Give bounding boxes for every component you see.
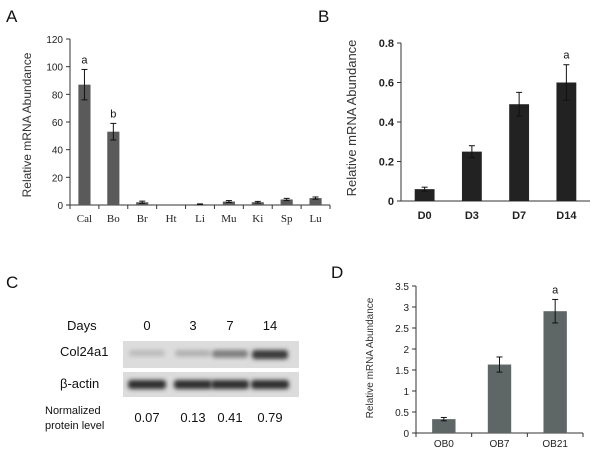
category-label: OB7 <box>489 439 509 450</box>
chart-b: Relative mRNA Abundance 0 0.2 0.4 0.6 0.8 D0 D… <box>344 38 590 222</box>
y-tick-label: 0 <box>57 201 63 212</box>
panel-label-b: B <box>318 7 329 26</box>
category-label: OB0 <box>434 439 454 450</box>
y-tick-label: 2.5 <box>395 324 409 335</box>
wb-day-label: 14 <box>263 318 277 333</box>
bar <box>543 311 567 433</box>
wb-normalized-label-1: Normalized <box>45 405 101 417</box>
significance-label: a <box>552 284 559 296</box>
significance-label: a <box>563 50 570 62</box>
wb-band-col24a1 <box>129 350 165 357</box>
y-tick-label: 80 <box>52 90 64 101</box>
bar <box>414 189 435 201</box>
category-label: D14 <box>556 210 577 222</box>
y-tick-label: 0 <box>388 196 394 208</box>
y-tick-label: 0.5 <box>395 408 409 419</box>
panel-label-d: D <box>331 263 343 282</box>
category-label: Cal <box>77 213 92 225</box>
y-tick-label: 0 <box>403 429 409 440</box>
wb-band-actin <box>211 380 249 389</box>
bar <box>280 199 293 205</box>
category-label: D7 <box>512 210 526 222</box>
y-tick-label: 3 <box>403 303 409 314</box>
category-label: D0 <box>418 210 432 222</box>
significance-label: a <box>81 54 88 66</box>
y-tick-label: 20 <box>52 173 64 184</box>
chart-d: Relative mRNA Abundance 0 0.5 1 1.5 2 2.5 3 3.5… <box>365 282 584 450</box>
bar <box>509 104 530 201</box>
y-tick-label: 2 <box>403 345 409 356</box>
y-tick-label: 100 <box>46 63 63 74</box>
bar <box>107 131 120 205</box>
panel-label-a: A <box>6 7 18 26</box>
chart-a-ylabel: Relative mRNA Abundance <box>20 52 34 197</box>
significance-label: b <box>110 108 116 120</box>
category-label: Lu <box>309 213 322 225</box>
wb-row-header: Days <box>67 318 97 333</box>
wb-day-label: 0 <box>143 318 150 333</box>
wb-band-col24a1 <box>212 350 248 358</box>
y-tick-label: 120 <box>46 35 63 46</box>
chart-a: Relative mRNA Abundance 0 20 40 60 80 100 120 a… <box>20 35 331 225</box>
wb-normalized-label-2: protein level <box>45 420 104 432</box>
wb-band-actin <box>251 380 289 389</box>
wb-day-label: 3 <box>189 318 196 333</box>
category-label: Ht <box>166 213 177 225</box>
bar <box>461 151 482 201</box>
chart-b-ylabel: Relative mRNA Abundance <box>344 40 359 197</box>
bar <box>309 198 322 205</box>
wb-band-actin <box>128 380 166 389</box>
y-tick-label: 0.6 <box>379 78 394 90</box>
category-label: Sp <box>281 213 293 225</box>
y-tick-label: 1 <box>403 387 409 398</box>
wb-normalized-value: 0.41 <box>217 410 242 425</box>
western-blot: Days 0 3 7 14 Col24a1 β-actin Normalized pr… <box>45 318 299 432</box>
bar <box>556 82 577 201</box>
category-label: Br <box>137 213 148 225</box>
y-tick-label: 0.2 <box>379 157 394 169</box>
wb-band-label-actin: β-actin <box>60 376 99 391</box>
wb-band-actin <box>174 380 212 389</box>
y-tick-label: 60 <box>52 118 64 129</box>
bar <box>432 419 456 433</box>
panel-label-c: C <box>6 273 18 292</box>
bar <box>487 364 512 433</box>
wb-normalized-value: 0.07 <box>134 410 159 425</box>
category-label: Ki <box>252 213 263 225</box>
bar <box>251 202 264 205</box>
wb-normalized-value: 0.13 <box>180 410 205 425</box>
wb-day-label: 7 <box>226 318 233 333</box>
y-tick-label: 0.8 <box>379 38 394 50</box>
wb-band-col24a1 <box>252 350 288 360</box>
y-tick-label: 40 <box>52 146 64 157</box>
wb-band-col24a1 <box>175 350 211 357</box>
bar <box>222 201 235 205</box>
y-tick-label: 3.5 <box>395 282 409 293</box>
category-label: D3 <box>465 210 479 222</box>
wb-normalized-value: 0.79 <box>257 410 282 425</box>
category-label: Mu <box>221 213 237 225</box>
y-tick-label: 1.5 <box>395 366 409 377</box>
category-label: OB21 <box>542 439 568 450</box>
bar <box>78 84 91 205</box>
wb-band-label-col24a1: Col24a1 <box>60 344 108 359</box>
category-label: Li <box>195 213 205 225</box>
chart-d-ylabel: Relative mRNA Abundance <box>365 297 376 418</box>
y-tick-label: 0.4 <box>379 117 395 129</box>
category-label: Bo <box>107 213 120 225</box>
